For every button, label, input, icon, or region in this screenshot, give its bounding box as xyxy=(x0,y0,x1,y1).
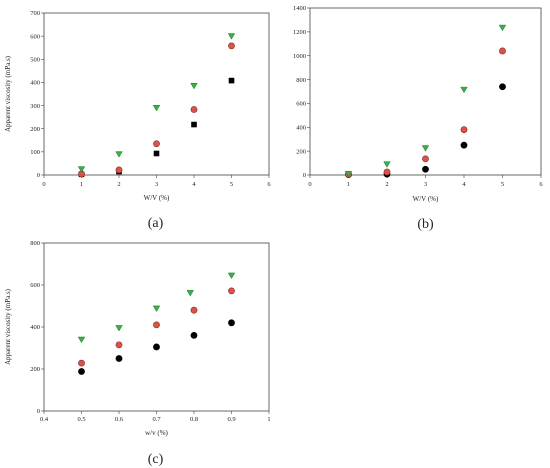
x-tick-label: 0.4 xyxy=(40,416,49,423)
x-tick-label: 4 xyxy=(192,181,196,188)
y-tick-label: 300 xyxy=(30,103,40,110)
data-point-circle xyxy=(499,83,506,91)
data-point-circle xyxy=(460,141,468,149)
x-tick-label: 0 xyxy=(308,181,311,188)
x-axis-title: W/V (%) xyxy=(144,194,170,202)
data-point-triangle xyxy=(152,105,161,112)
data-point-triangle xyxy=(227,272,236,280)
y-tick-label: 400 xyxy=(296,124,306,131)
x-tick-label: 0.5 xyxy=(77,416,85,423)
y-tick-label: 400 xyxy=(30,80,40,87)
panel-label: (a) xyxy=(148,216,164,231)
data-point-circle xyxy=(153,321,160,329)
data-point-circle xyxy=(499,47,506,55)
panel-c: 0.4 0.5 0.6 0.7 0.8 0.9 1 0 200 400 600 800 w/v (%) A… xyxy=(4,240,271,467)
y-tick-label: 600 xyxy=(30,282,40,289)
data-point-triangle xyxy=(460,86,468,94)
x-tick-label: 5 xyxy=(230,181,233,188)
x-tick-label: 3 xyxy=(424,181,427,188)
x-tick-label: 5 xyxy=(501,181,504,188)
data-point-circle xyxy=(78,359,85,367)
y-tick-label: 1000 xyxy=(293,53,306,60)
data-point-triangle xyxy=(77,336,86,344)
y-tick-label: 0 xyxy=(37,408,40,415)
data-point-circle xyxy=(422,155,429,163)
data-point-circle xyxy=(78,368,85,375)
data-point-circle xyxy=(228,319,235,327)
y-tick-label: 0 xyxy=(37,172,40,179)
y-tick-label: 800 xyxy=(296,77,306,84)
x-tick-label: 0 xyxy=(42,181,45,188)
data-point-circle xyxy=(228,287,235,295)
x-tick-label: 0.6 xyxy=(115,416,124,423)
x-tick-label: 2 xyxy=(385,181,388,188)
y-tick-label: 0 xyxy=(303,172,306,179)
data-point-triangle xyxy=(186,290,194,297)
data-point-triangle xyxy=(421,145,430,152)
x-tick-label: 6 xyxy=(539,181,543,188)
data-point-circle xyxy=(460,126,468,134)
data-point-circle xyxy=(115,166,123,174)
y-tick-label: 400 xyxy=(30,324,40,331)
x-tick-label: 0.7 xyxy=(152,416,161,423)
y-tick-label: 600 xyxy=(296,101,306,108)
data-point-circle xyxy=(190,306,198,314)
data-point-circle xyxy=(115,341,123,349)
data-point-triangle xyxy=(152,305,161,313)
data-point-square xyxy=(153,150,160,157)
data-point-triangle xyxy=(227,33,236,40)
data-point-circle xyxy=(153,343,160,351)
x-tick-label: 1 xyxy=(347,181,350,188)
data-point-square xyxy=(191,121,197,128)
x-tick-label: 6 xyxy=(267,181,271,188)
data-point-circle xyxy=(190,106,198,113)
data-point-circle xyxy=(228,42,235,50)
y-tick-label: 500 xyxy=(30,56,40,63)
data-point-circle xyxy=(115,355,123,362)
x-axis-title: w/v (%) xyxy=(145,429,168,437)
data-point-circle xyxy=(190,331,198,339)
panel-b: 0 1 2 3 4 5 6 0 200 400 600 800 1000 1200 1400 W/V (%) (… xyxy=(293,5,543,232)
data-point-triangle xyxy=(115,151,123,158)
x-tick-label: 4 xyxy=(462,181,466,188)
data-point-triangle xyxy=(115,325,123,332)
data-point-square xyxy=(228,77,235,84)
data-point-triangle xyxy=(383,161,391,168)
y-tick-label: 100 xyxy=(30,149,40,156)
x-tick-label: 1 xyxy=(267,416,270,423)
x-axis-title: W/V (%) xyxy=(413,195,439,203)
y-tick-label: 1400 xyxy=(293,5,306,12)
data-point-circle xyxy=(153,140,160,148)
x-tick-label: 3 xyxy=(155,181,158,188)
x-tick-label: 0.9 xyxy=(227,416,235,423)
y-tick-label: 1200 xyxy=(293,29,306,36)
y-tick-label: 600 xyxy=(30,33,40,40)
x-tick-label: 1 xyxy=(80,181,83,188)
data-point-triangle xyxy=(77,166,86,173)
panel-label: (b) xyxy=(417,217,434,232)
y-tick-label: 200 xyxy=(30,126,40,133)
x-tick-label: 0.8 xyxy=(190,416,198,423)
data-point-circle xyxy=(383,168,391,176)
panel-a: 0 1 2 3 4 5 6 0 100 200 300 400 500 600 700 W/V (%) Appa… xyxy=(4,10,271,231)
data-point-triangle xyxy=(498,24,507,32)
y-tick-label: 800 xyxy=(30,240,40,247)
y-tick-label: 200 xyxy=(296,148,306,155)
data-point-circle xyxy=(422,165,429,173)
data-point-triangle xyxy=(190,83,198,90)
data-point-triangle xyxy=(344,170,353,178)
y-tick-label: 700 xyxy=(30,10,40,17)
panel-label: (c) xyxy=(148,452,164,467)
x-tick-label: 2 xyxy=(117,181,120,188)
y-axis-title: Apparent viscosity (mPa.s) xyxy=(4,55,12,132)
y-tick-label: 200 xyxy=(30,366,40,373)
y-axis-title: Apparent viscosity (mPa.s) xyxy=(4,288,12,365)
